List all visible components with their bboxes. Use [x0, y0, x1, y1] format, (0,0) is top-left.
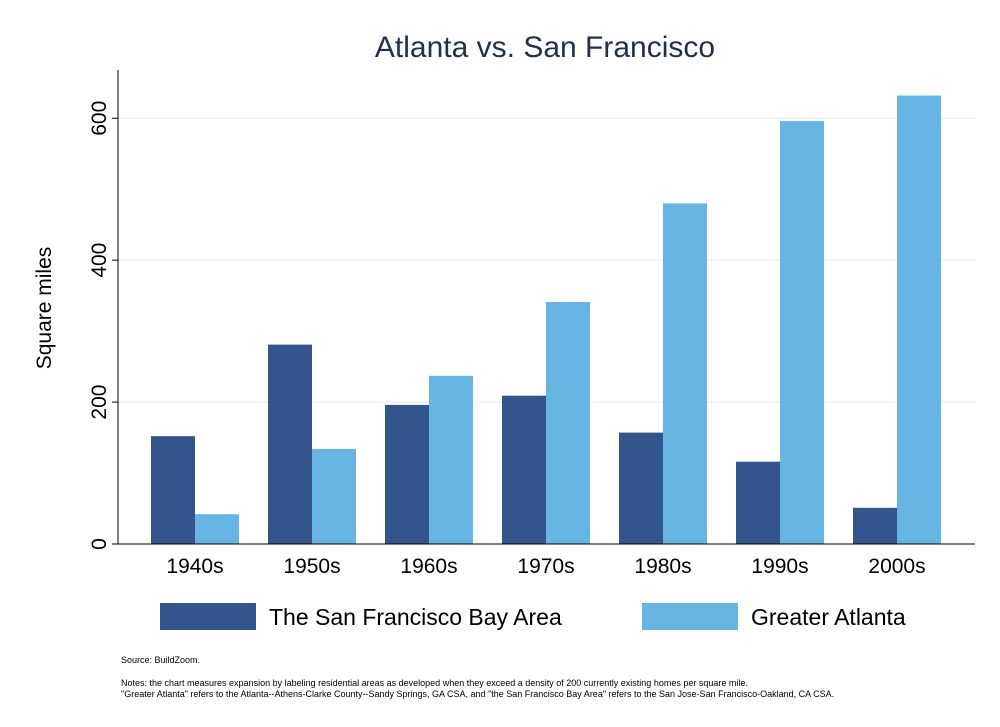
notes-line-1: Notes: the chart measures expansion by l… [121, 678, 748, 688]
legend-label: Greater Atlanta [751, 604, 906, 630]
bar-san-francisco-1950s [268, 344, 312, 544]
x-tick-label: 1940s [166, 555, 223, 578]
bar-atlanta-1990s [780, 121, 824, 545]
x-tick-label: 1980s [634, 555, 691, 578]
legend-swatch [642, 603, 738, 630]
bar-san-francisco-1970s [502, 395, 546, 544]
bar-atlanta-1970s [546, 302, 590, 544]
bar-atlanta-2000s [897, 95, 941, 544]
legend-label: The San Francisco Bay Area [269, 604, 562, 630]
x-tick-label: 1970s [517, 555, 574, 578]
bar-san-francisco-1960s [385, 404, 429, 544]
y-tick-label: 0 [88, 538, 111, 550]
axes: 0 200 400 600 1940s 1950s 1960s 1970s 1980s 1990s… [88, 70, 975, 578]
bar-atlanta-1960s [429, 375, 473, 544]
notes-line-2: "Greater Atlanta" refers to the Atlanta-… [121, 689, 835, 699]
bar-san-francisco-2000s [853, 507, 897, 544]
y-axis-label: Square miles [33, 247, 56, 370]
bar-san-francisco-1940s [151, 436, 195, 544]
chart-title: Atlanta vs. San Francisco [375, 31, 715, 64]
bar-san-francisco-1990s [736, 461, 780, 544]
y-tick-label: 600 [88, 101, 111, 136]
legend-swatch [160, 603, 256, 630]
bar-atlanta-1980s [663, 203, 707, 545]
bars [151, 95, 941, 545]
x-tick-label: 1950s [283, 555, 340, 578]
x-tick-label: 1960s [400, 555, 457, 578]
legend: The San Francisco Bay Area Greater Atlant… [160, 603, 906, 630]
bar-atlanta-1940s [195, 514, 239, 544]
bar-san-francisco-1980s [619, 432, 663, 544]
source-note: Source: BuildZoom. [121, 655, 201, 665]
bar-atlanta-1950s [312, 448, 356, 544]
y-tick-label: 400 [88, 243, 111, 278]
x-tick-label: 2000s [868, 555, 925, 578]
y-tick-label: 200 [88, 385, 111, 420]
x-tick-label: 1990s [751, 555, 808, 578]
